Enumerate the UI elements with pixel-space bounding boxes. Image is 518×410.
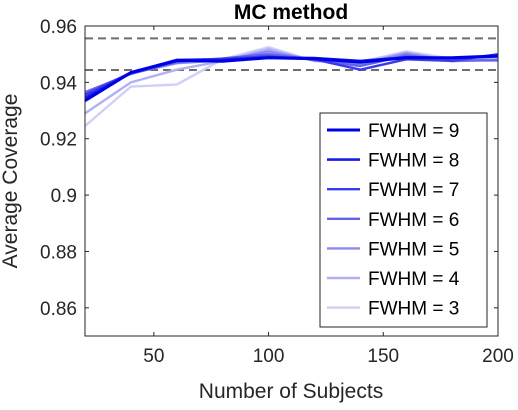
x-axis-label: Number of Subjects xyxy=(199,380,383,403)
y-tick-label: 0.88 xyxy=(40,242,77,263)
x-tick-label: 150 xyxy=(367,346,399,367)
chart-title: MC method xyxy=(234,1,348,24)
y-tick-label: 0.94 xyxy=(40,73,77,94)
legend-label: FWHM = 5 xyxy=(368,239,459,260)
x-axis-ticks: 50 100 150 200 xyxy=(143,26,514,367)
series-line xyxy=(84,54,499,102)
y-axis-label: Average Coverage xyxy=(0,94,22,269)
y-tick-label: 0.9 xyxy=(51,186,77,207)
y-axis-ticks: 0.86 0.88 0.9 0.92 0.94 0.96 xyxy=(40,17,498,320)
x-tick-label: 50 xyxy=(143,346,164,367)
legend-label: FWHM = 3 xyxy=(368,299,459,320)
y-tick-label: 0.92 xyxy=(40,130,77,151)
legend-label: FWHM = 8 xyxy=(368,151,459,172)
legend: FWHM = 9 FWHM = 8 FWHM = 7 FWHM = 6 FWHM = 5… xyxy=(319,112,488,328)
legend-label: FWHM = 6 xyxy=(368,210,459,231)
x-tick-label: 200 xyxy=(482,346,514,367)
y-tick-label: 0.96 xyxy=(40,17,77,38)
series-lines xyxy=(84,45,499,127)
legend-label: FWHM = 9 xyxy=(368,121,459,142)
plot-frame xyxy=(84,25,499,337)
legend-label: FWHM = 4 xyxy=(368,269,460,290)
x-tick-label: 100 xyxy=(253,346,285,367)
legend-label: FWHM = 7 xyxy=(368,180,459,201)
y-tick-label: 0.86 xyxy=(40,299,77,320)
reference-lines xyxy=(85,37,498,71)
